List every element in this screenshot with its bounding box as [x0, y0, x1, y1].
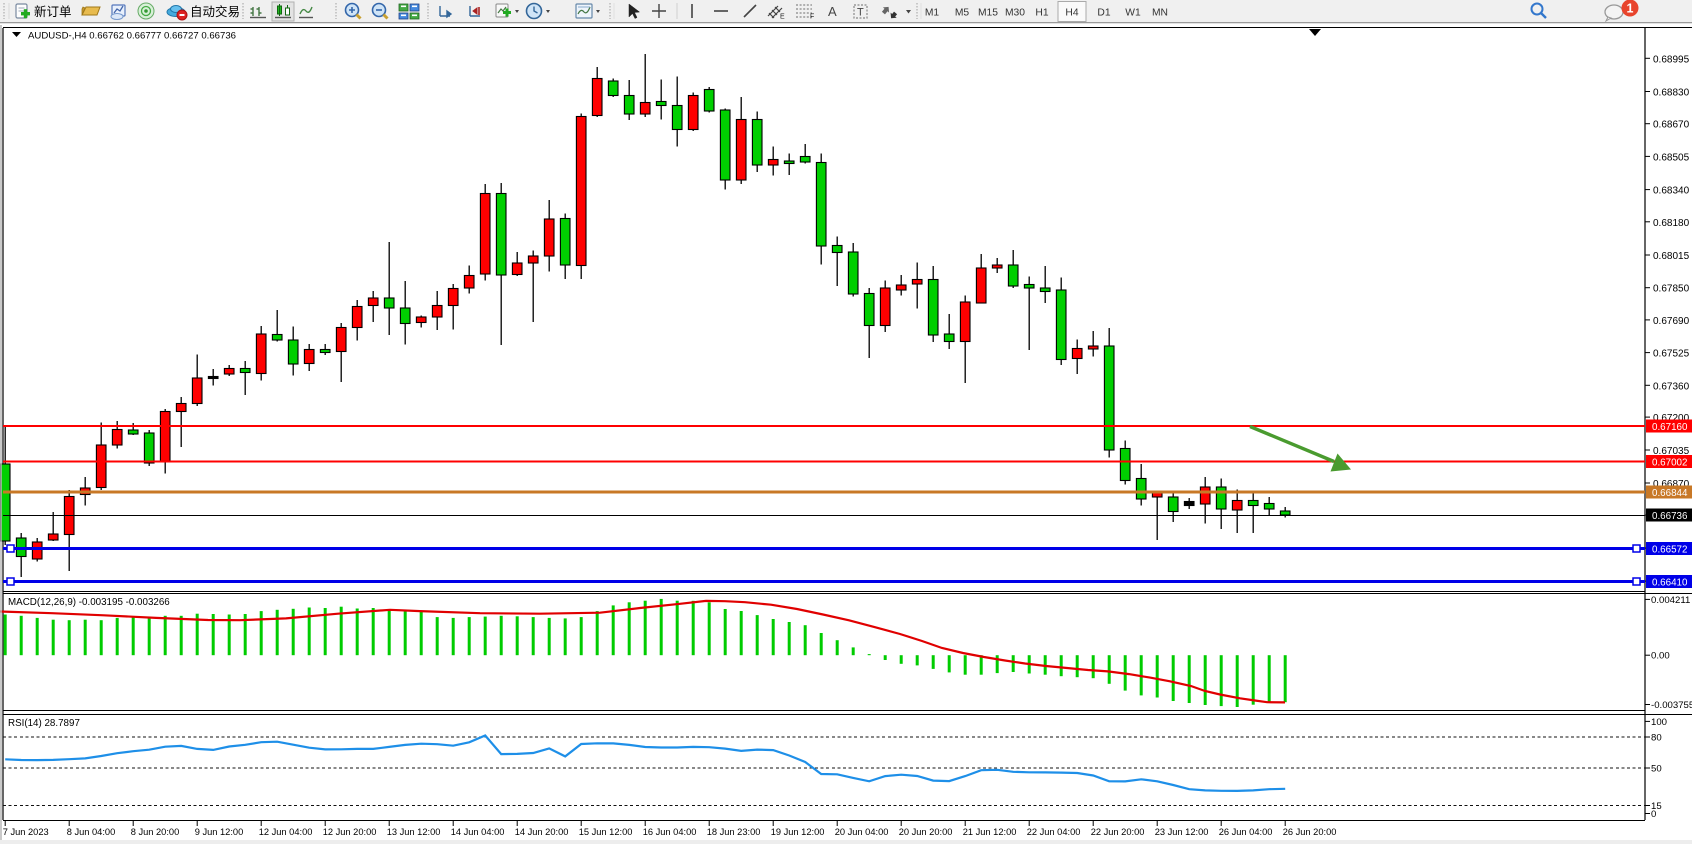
svg-text:-0.003755: -0.003755	[1651, 700, 1692, 711]
svg-text:19 Jun 12:00: 19 Jun 12:00	[771, 827, 825, 837]
svg-text:0.68830: 0.68830	[1653, 88, 1690, 99]
svg-text:M15: M15	[978, 8, 998, 19]
svg-text:18 Jun 23:00: 18 Jun 23:00	[707, 827, 761, 837]
svg-text:0.67200: 0.67200	[1653, 413, 1690, 424]
svg-text:0.68670: 0.68670	[1653, 120, 1690, 131]
svg-text:0.67690: 0.67690	[1653, 316, 1690, 327]
svg-text:0.00: 0.00	[1651, 651, 1670, 662]
svg-text:9 Jun 12:00: 9 Jun 12:00	[195, 827, 244, 837]
svg-text:0.68180: 0.68180	[1653, 218, 1690, 229]
svg-text:0.67035: 0.67035	[1653, 446, 1690, 457]
svg-text:M5: M5	[955, 8, 970, 19]
svg-text:16 Jun 04:00: 16 Jun 04:00	[643, 827, 697, 837]
svg-text:0.66410: 0.66410	[1652, 578, 1688, 589]
svg-text:0.67850: 0.67850	[1653, 284, 1690, 295]
svg-text:7 Jun 2023: 7 Jun 2023	[3, 827, 49, 837]
svg-text:RSI(14) 28.7897: RSI(14) 28.7897	[8, 718, 80, 729]
svg-text:0.004211: 0.004211	[1651, 595, 1690, 606]
svg-text:26 Jun 04:00: 26 Jun 04:00	[1219, 827, 1273, 837]
svg-text:0.67002: 0.67002	[1652, 458, 1687, 469]
svg-text:21 Jun 12:00: 21 Jun 12:00	[963, 827, 1017, 837]
svg-text:0.66572: 0.66572	[1652, 545, 1687, 556]
svg-text:22 Jun 20:00: 22 Jun 20:00	[1091, 827, 1145, 837]
svg-text:0.66736: 0.66736	[1652, 511, 1688, 522]
svg-text:12 Jun 04:00: 12 Jun 04:00	[259, 827, 313, 837]
svg-text:D1: D1	[1097, 8, 1110, 19]
svg-text:E: E	[780, 14, 785, 21]
svg-text:50: 50	[1651, 764, 1662, 775]
svg-text:20 Jun 04:00: 20 Jun 04:00	[835, 827, 889, 837]
svg-text:13 Jun 12:00: 13 Jun 12:00	[387, 827, 441, 837]
svg-text:100: 100	[1651, 717, 1667, 728]
svg-text:0.67525: 0.67525	[1653, 349, 1690, 360]
svg-text:F: F	[810, 14, 814, 21]
svg-text:MN: MN	[1152, 8, 1168, 19]
svg-text:12 Jun 20:00: 12 Jun 20:00	[323, 827, 377, 837]
svg-text:M30: M30	[1005, 8, 1025, 19]
svg-text:26 Jun 20:00: 26 Jun 20:00	[1283, 827, 1337, 837]
svg-text:新订单: 新订单	[34, 4, 72, 19]
svg-text:MACD(12,26,9) -0.003195 -0.003: MACD(12,26,9) -0.003195 -0.003266	[8, 597, 170, 608]
svg-text:22 Jun 04:00: 22 Jun 04:00	[1027, 827, 1081, 837]
svg-text:1: 1	[1627, 2, 1634, 16]
svg-text:H4: H4	[1065, 8, 1078, 19]
svg-text:0.68015: 0.68015	[1653, 251, 1690, 262]
svg-text:8 Jun 20:00: 8 Jun 20:00	[131, 827, 180, 837]
svg-text:W1: W1	[1125, 8, 1141, 19]
svg-text:8 Jun 04:00: 8 Jun 04:00	[67, 827, 116, 837]
svg-text:23 Jun 12:00: 23 Jun 12:00	[1155, 827, 1209, 837]
svg-text:T: T	[857, 7, 864, 19]
svg-text:0.68995: 0.68995	[1653, 54, 1690, 65]
svg-text:15: 15	[1651, 801, 1662, 812]
svg-text:0: 0	[1651, 809, 1656, 820]
svg-text:0.67360: 0.67360	[1653, 381, 1690, 392]
svg-text:0.66844: 0.66844	[1652, 488, 1688, 499]
svg-text:14 Jun 20:00: 14 Jun 20:00	[515, 827, 569, 837]
svg-text:20 Jun 20:00: 20 Jun 20:00	[899, 827, 953, 837]
svg-text:M1: M1	[925, 8, 940, 19]
svg-text:A: A	[828, 4, 837, 19]
svg-text:H1: H1	[1035, 8, 1048, 19]
svg-text:AUDUSD-,H4 0.66762 0.66777 0.: AUDUSD-,H4 0.66762 0.66777 0.66727 0.667…	[28, 31, 236, 42]
svg-text:15 Jun 12:00: 15 Jun 12:00	[579, 827, 633, 837]
svg-text:0.67160: 0.67160	[1652, 422, 1688, 433]
svg-text:14 Jun 04:00: 14 Jun 04:00	[451, 827, 505, 837]
svg-text:80: 80	[1651, 733, 1662, 744]
svg-text:0.66870: 0.66870	[1653, 479, 1690, 490]
svg-text:0.68340: 0.68340	[1653, 186, 1690, 197]
svg-text:0.68505: 0.68505	[1653, 152, 1690, 163]
svg-text:自动交易: 自动交易	[190, 4, 240, 19]
